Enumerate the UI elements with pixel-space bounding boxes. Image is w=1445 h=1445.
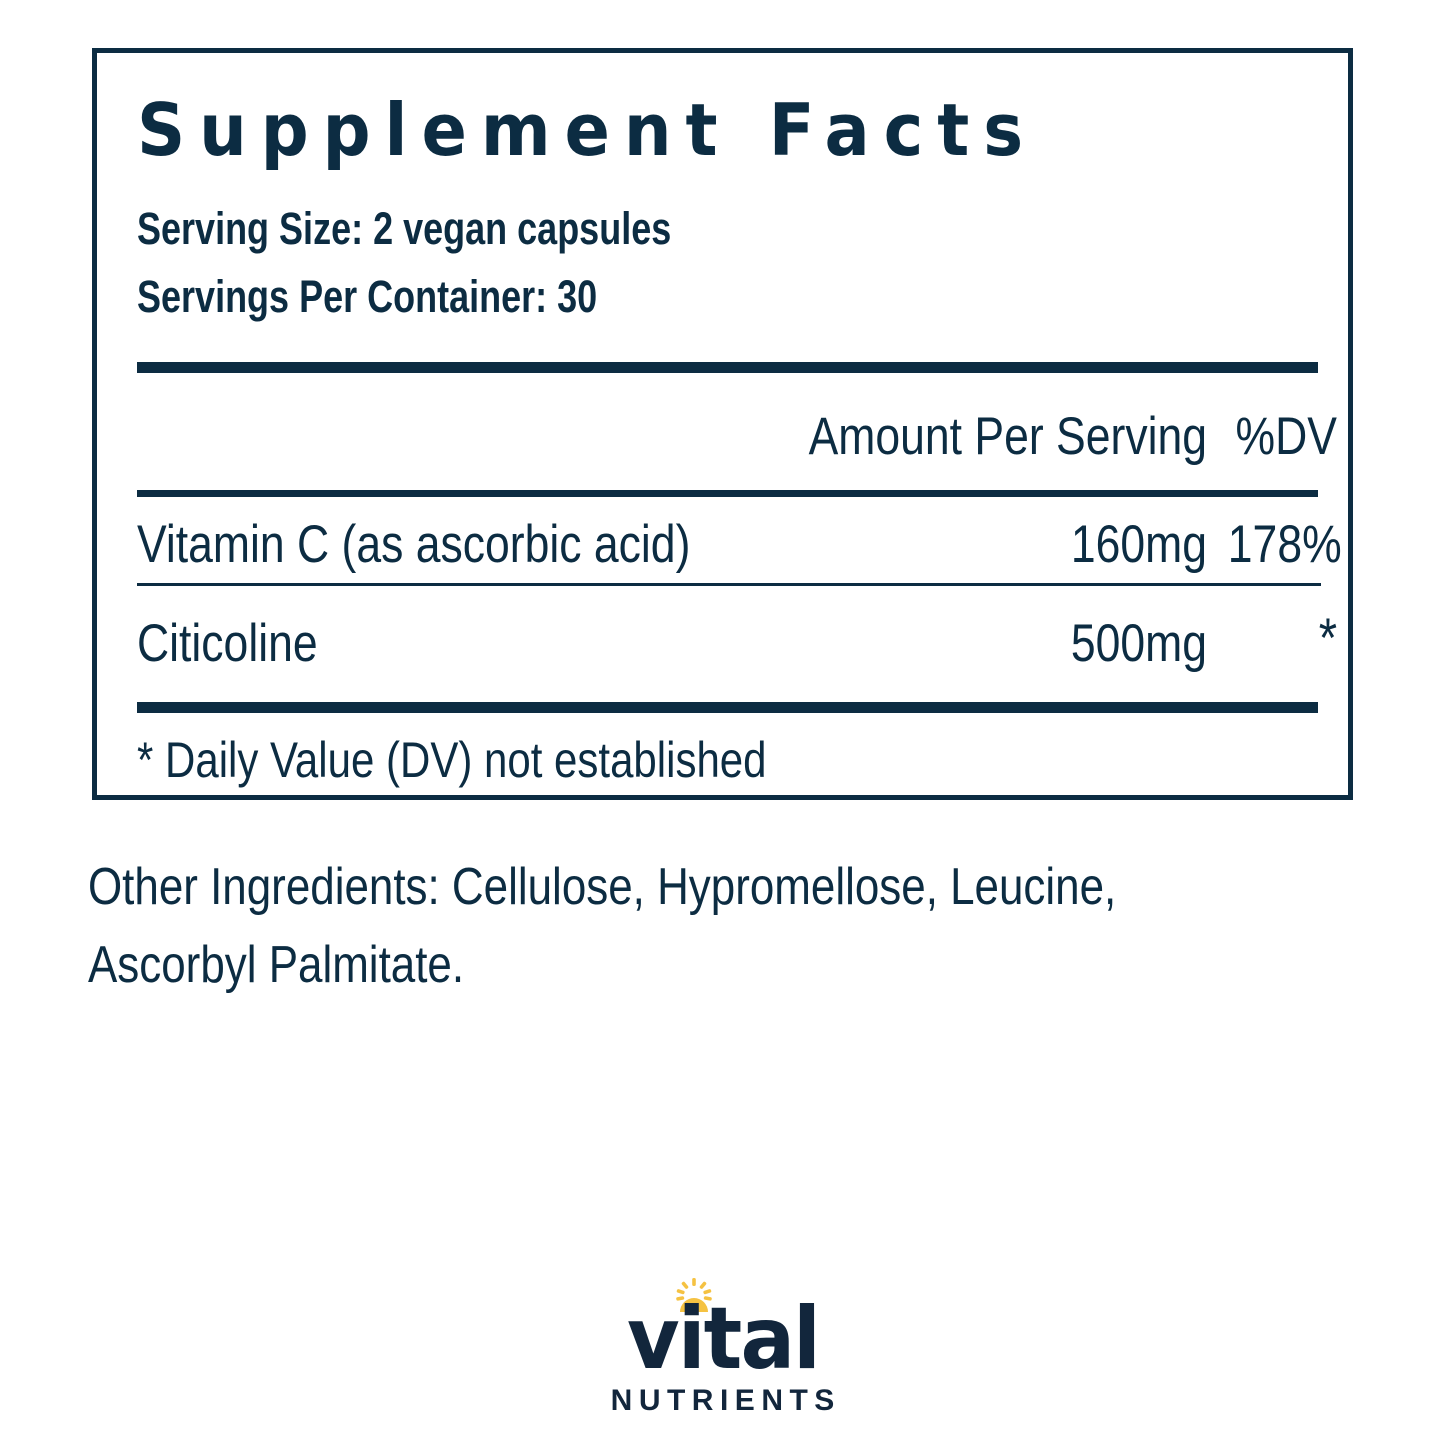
daily-value-footnote: * Daily Value (DV) not established <box>137 732 767 788</box>
serving-size-text: Serving Size: 2 vegan capsules <box>137 203 672 254</box>
logo-mark: vital NUTRIENTS <box>593 1278 853 1428</box>
table-rule-bottom <box>137 702 1318 713</box>
nutrient-row-name: Vitamin C (as ascorbic acid) <box>137 515 691 574</box>
nutrient-row-amount: 500mg <box>1070 614 1207 673</box>
table-rule-header <box>137 490 1318 497</box>
nutrient-row-amount: 160mg <box>1070 515 1207 574</box>
panel-inner: Supplement Facts Serving Size: 2 vegan c… <box>137 53 1342 795</box>
brand-logo: vital NUTRIENTS <box>0 1278 1445 1433</box>
logo-subbrand-text: NUTRIENTS <box>610 1384 841 1417</box>
nutrient-row-daily-value: * <box>1318 606 1337 669</box>
nutrient-row-daily-value: 178% <box>1227 515 1342 574</box>
page-title: Supplement Facts <box>137 88 1038 172</box>
nutrient-row-name: Citicoline <box>137 614 318 673</box>
supplement-facts-panel: Supplement Facts Serving Size: 2 vegan c… <box>92 48 1353 800</box>
sunburst-icon <box>675 1278 712 1312</box>
table-rule-top <box>137 362 1318 373</box>
table-rule-row-divider <box>137 583 1321 586</box>
logo-brand-text: vital <box>626 1289 821 1389</box>
column-header-daily-value: %DV <box>1235 407 1337 466</box>
servings-per-container-text: Servings Per Container: 30 <box>137 271 598 322</box>
other-ingredients-text: Other Ingredients: Cellulose, Hypromello… <box>88 858 1117 994</box>
column-header-amount-per-serving: Amount Per Serving <box>808 407 1207 466</box>
